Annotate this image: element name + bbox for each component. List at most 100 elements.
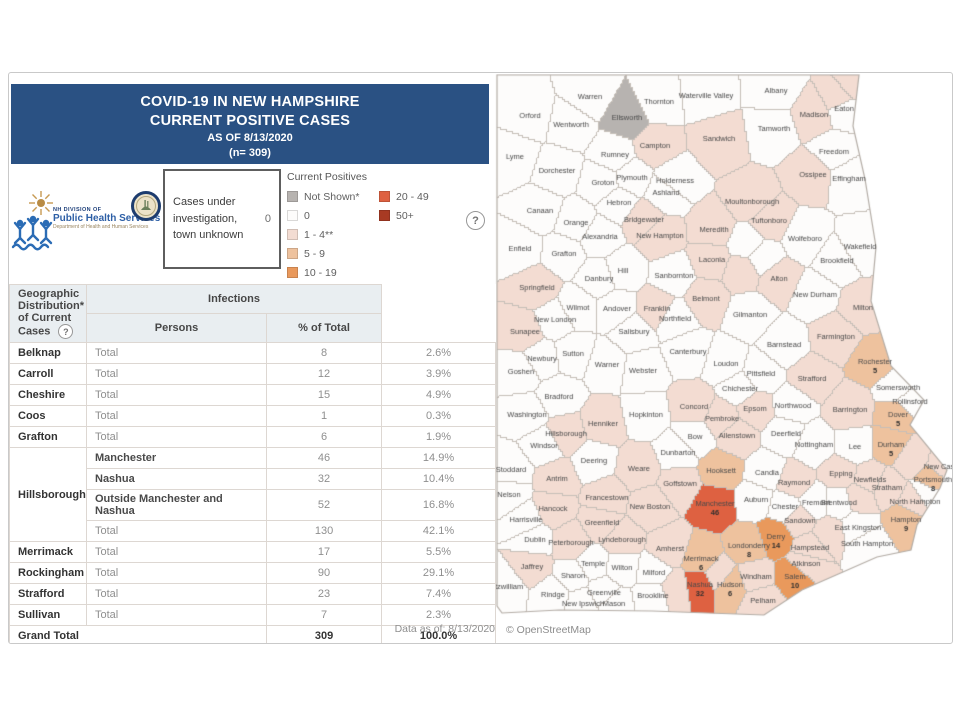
county-cell[interactable]: Rockingham <box>9 562 87 584</box>
table-row: Total 130 42.1% <box>10 520 497 542</box>
banner-date-line: AS OF 8/13/2020 <box>207 132 293 144</box>
infections-group-header: Infections <box>85 284 383 314</box>
nh-map-canvas[interactable] <box>495 74 952 642</box>
map-legend: Current Positives Not Shown* 0 1 - 4** 5 - … <box>287 171 487 282</box>
subregion-cell[interactable]: Total <box>86 426 267 448</box>
persons-cell[interactable]: 7 <box>265 604 383 626</box>
subregion-cell[interactable]: Manchester <box>86 447 267 469</box>
legend-columns: Not Shown* 0 1 - 4** 5 - 9 10 - 19 20 - 49 50… <box>287 187 487 282</box>
table-row: Sullivan Total 7 2.3% <box>9 604 497 626</box>
pct-cell[interactable]: 2.6% <box>381 342 497 364</box>
subregion-cell[interactable]: Nashua <box>86 468 267 490</box>
grand-total-persons[interactable]: 309 <box>265 625 383 643</box>
legend-item[interactable]: 1 - 4** <box>287 225 379 244</box>
persons-cell[interactable]: 46 <box>265 447 383 469</box>
pct-cell[interactable]: 2.3% <box>381 604 497 626</box>
county-cell[interactable]: Grafton <box>9 426 87 448</box>
persons-cell[interactable]: 23 <box>265 583 383 605</box>
persons-cell[interactable]: 130 <box>265 520 383 542</box>
persons-column-header[interactable]: Persons <box>86 313 267 343</box>
legend-column-2: 20 - 49 50+ <box>379 187 471 282</box>
county-cell[interactable]: Cheshire <box>9 384 87 406</box>
pct-cell[interactable]: 0.3% <box>381 405 497 427</box>
pct-cell[interactable]: 10.4% <box>381 468 497 490</box>
grand-total-label[interactable]: Grand Total <box>9 625 267 643</box>
persons-cell[interactable]: 52 <box>265 489 383 521</box>
pct-cell[interactable]: 4.9% <box>381 384 497 406</box>
table-row: Belknap Total 8 2.6% <box>9 342 497 364</box>
legend-label: 20 - 49 <box>396 190 429 203</box>
dhhs-people-sun-icon <box>11 191 53 251</box>
pct-cell[interactable]: 7.4% <box>381 583 497 605</box>
pct-column-header[interactable]: % of Total <box>265 313 383 343</box>
pct-cell[interactable]: 14.9% <box>381 447 497 469</box>
county-cell[interactable]: Hillsborough <box>9 447 87 542</box>
persons-cell[interactable]: 17 <box>265 541 383 563</box>
subregion-cell[interactable]: Total <box>86 363 267 385</box>
persons-cell[interactable]: 6 <box>265 426 383 448</box>
pct-cell[interactable]: 5.5% <box>381 541 497 563</box>
county-cell[interactable]: Strafford <box>9 583 87 605</box>
table-title: Geographic Distribution* of Current Case… <box>18 288 84 338</box>
legend-item[interactable]: Not Shown* <box>287 187 379 206</box>
osm-attribution-link[interactable]: © OpenStreetMap <box>506 624 591 636</box>
pct-cell[interactable]: 3.9% <box>381 363 497 385</box>
pct-cell[interactable]: 16.8% <box>381 489 497 521</box>
pct-cell[interactable]: 29.1% <box>381 562 497 584</box>
table-help-icon[interactable]: ? <box>58 324 74 339</box>
county-cell[interactable]: Merrimack <box>9 541 87 563</box>
legend-item[interactable]: 5 - 9 <box>287 244 379 263</box>
legend-swatch-icon <box>287 210 298 221</box>
county-cell[interactable]: Coos <box>9 405 87 427</box>
county-cell[interactable]: Belknap <box>9 342 87 364</box>
subregion-cell[interactable]: Total <box>86 342 267 364</box>
subregion-cell[interactable]: Outside Manchester and Nashua <box>86 489 267 521</box>
dhhs-logo: NH DIVISION OF Public Health Services De… <box>11 191 163 251</box>
legend-label: 50+ <box>396 209 414 222</box>
legend-item[interactable]: 0 <box>287 206 379 225</box>
legend-help-icon[interactable]: ? <box>466 211 485 230</box>
pct-cell[interactable]: 42.1% <box>381 520 497 542</box>
persons-cell[interactable]: 12 <box>265 363 383 385</box>
subregion-cell[interactable]: Total <box>86 604 267 626</box>
subregion-cell[interactable]: Total <box>86 583 267 605</box>
subregion-cell[interactable]: Total <box>86 562 267 584</box>
legend-swatch-icon <box>287 267 298 278</box>
county-cell[interactable]: Sullivan <box>9 604 87 626</box>
dhhs-logo-line3: Department of Health and Human Services <box>53 224 149 230</box>
banner-count-line: (n= 309) <box>229 147 271 159</box>
table-row: Grafton Total 6 1.9% <box>9 426 497 448</box>
table-row: Nashua 32 10.4% <box>10 468 497 490</box>
table-row: Coos Total 1 0.3% <box>9 405 497 427</box>
legend-swatch-icon <box>287 248 298 259</box>
subregion-cell[interactable]: Total <box>86 520 267 542</box>
table-row: Merrimack Total 17 5.5% <box>9 541 497 563</box>
legend-item[interactable]: 20 - 49 <box>379 187 471 206</box>
data-as-of-label: Data as of: 8/13/2020 <box>394 623 495 635</box>
legend-item[interactable]: 10 - 19 <box>287 263 379 282</box>
table-row: Rockingham Total 90 29.1% <box>9 562 497 584</box>
persons-cell[interactable]: 15 <box>265 384 383 406</box>
subregion-cell[interactable]: Total <box>86 405 267 427</box>
legend-swatch-icon <box>287 191 298 202</box>
table-row: Cheshire Total 15 4.9% <box>9 384 497 406</box>
dhhs-logo-text: NH DIVISION OF Public Health Services De… <box>53 207 160 251</box>
legend-label: 0 <box>304 209 310 222</box>
county-cell[interactable]: Carroll <box>9 363 87 385</box>
persons-cell[interactable]: 1 <box>265 405 383 427</box>
table-row: Hillsborough Manchester 46 14.9% <box>9 447 497 542</box>
persons-cell[interactable]: 90 <box>265 562 383 584</box>
legend-label: 5 - 9 <box>304 247 326 260</box>
cases-under-investigation-box: Cases under investigation, town unknown … <box>163 169 281 269</box>
pct-cell[interactable]: 1.9% <box>381 426 497 448</box>
legend-item[interactable]: 50+ <box>379 206 471 225</box>
investigation-label: Cases under investigation, town unknown <box>173 196 244 242</box>
investigation-value: 0 <box>264 213 271 225</box>
grand-total-pct[interactable]: 100.0% <box>381 625 497 643</box>
subregion-cell[interactable]: Total <box>86 541 267 563</box>
dhhs-logo-line1: NH DIVISION OF <box>53 207 102 213</box>
subregion-cell[interactable]: Total <box>86 384 267 406</box>
persons-cell[interactable]: 32 <box>265 468 383 490</box>
persons-cell[interactable]: 8 <box>265 342 383 364</box>
legend-label: Not Shown* <box>304 190 360 203</box>
